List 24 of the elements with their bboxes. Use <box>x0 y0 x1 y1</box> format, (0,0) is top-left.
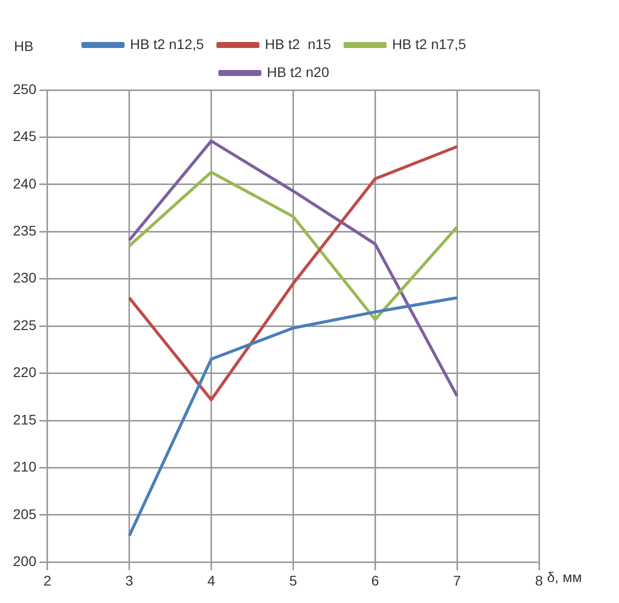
x-axis-title: δ, мм <box>547 568 582 585</box>
y-tick-label: 200 <box>13 553 37 570</box>
y-tick-label: 205 <box>13 506 37 522</box>
x-tick-label: 8 <box>535 572 544 588</box>
y-tick-label: 245 <box>13 128 37 144</box>
legend-label: HB t2 n15 <box>264 36 332 52</box>
y-tick-label: 210 <box>13 458 37 475</box>
x-tick-label: 6 <box>371 572 380 588</box>
y-tick-label: 235 <box>13 222 37 239</box>
legend-label: HB t2 n20 <box>266 64 330 80</box>
x-tick-label: 2 <box>43 572 52 588</box>
y-tick-label: 220 <box>13 364 37 380</box>
x-tick-label: 7 <box>453 572 462 588</box>
y-tick-label: 225 <box>13 316 37 333</box>
legend-label: HB t2 n12,5 <box>130 36 204 52</box>
y-tick-label: 250 <box>13 80 37 97</box>
legend-label: HB t2 n17,5 <box>392 36 466 52</box>
y-tick-label: 240 <box>13 175 37 192</box>
x-tick-label: 3 <box>125 572 134 588</box>
y-tick-label: 215 <box>13 411 37 428</box>
x-tick-label: 5 <box>289 572 298 588</box>
x-tick-label: 4 <box>207 572 216 588</box>
y-axis-title: HB <box>14 38 34 54</box>
y-tick-label: 230 <box>13 270 37 286</box>
